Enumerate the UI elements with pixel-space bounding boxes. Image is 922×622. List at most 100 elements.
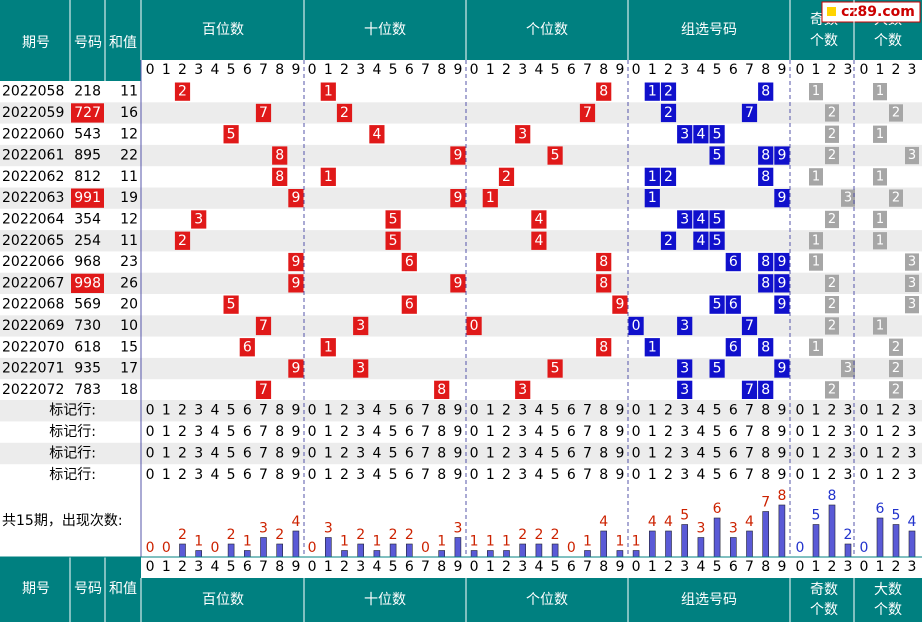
mark-row-0-sec2-digit-1: 1 [486, 403, 495, 419]
mark-row-1-sec0-digit-9: 9 [291, 424, 300, 440]
ball-red [482, 189, 498, 208]
mark-row-0-sec3-digit-8: 8 [761, 403, 770, 419]
count-bar [260, 537, 267, 558]
ball-blue [725, 252, 741, 272]
mark-row-2-sec3-digit-8: 8 [761, 446, 770, 462]
top-sec3-digit-0: 0 [632, 62, 641, 78]
mark-row-2-sec0-digit-6: 6 [243, 446, 252, 462]
mark-row-0-sec2-digit-9: 9 [615, 403, 624, 419]
mark-row-1-sec0-digit-3: 3 [194, 424, 203, 440]
bottom-sec1-digit-4: 4 [372, 559, 381, 575]
ball-gray-odd [825, 104, 839, 122]
mark-row-0-sec3-digit-1: 1 [648, 403, 657, 419]
count-label: 0 [567, 540, 576, 556]
top-sec1-digit-9: 9 [453, 62, 462, 78]
mark-row-1-sec2-digit-9: 9 [615, 424, 624, 440]
ball-red-digit: 9 [453, 190, 462, 206]
number-highlight [71, 103, 104, 123]
watermark-text: cz89.com [841, 4, 915, 20]
bottom-big-digit-2: 2 [892, 559, 901, 575]
mark-row-2-sec1-digit-7: 7 [421, 446, 430, 462]
row-sum: 16 [120, 105, 138, 121]
ball-gray-odd [825, 296, 839, 314]
count-label: 1 [470, 534, 479, 550]
bottom-sec1-digit-0: 0 [308, 559, 317, 575]
row-sum: 23 [120, 254, 138, 270]
ball-gray-big [873, 232, 887, 250]
mark-row-1-sec3-digit-3: 3 [680, 424, 689, 440]
ball-red [515, 125, 531, 144]
mark-row-2-big-digit-0: 0 [860, 446, 869, 462]
top-sec0-digit-1: 1 [162, 62, 171, 78]
mark-row-3-sec2-digit-0: 0 [470, 467, 479, 483]
mark-row-0-sec1-digit-4: 4 [372, 403, 381, 419]
mark-row-1-sec3-digit-4: 4 [696, 424, 705, 440]
ball-red [466, 316, 482, 336]
mark-row-0-sec0-digit-8: 8 [275, 403, 284, 419]
top-sec3-digit-2: 2 [664, 62, 673, 78]
mark-row-label: 标记行: [49, 403, 96, 419]
ball-red-digit: 6 [243, 339, 252, 355]
ball-blue [709, 295, 725, 314]
ball-red [223, 125, 239, 144]
mark-row-0-odd-digit-1: 1 [812, 403, 821, 419]
row-sum: 20 [120, 297, 138, 313]
count-label: 5 [892, 508, 901, 524]
ball-blue-digit: 9 [777, 275, 786, 291]
mark-row-2-sec1-digit-5: 5 [389, 446, 398, 462]
row-issue: 2022070 [2, 339, 64, 355]
mark-row-1-sec2-digit-0: 0 [470, 424, 479, 440]
count-label: 0 [146, 540, 155, 556]
row-issue: 2022063 [2, 190, 64, 206]
mark-row-0-sec2-digit-8: 8 [599, 403, 608, 419]
bottom-sec0-digit-5: 5 [227, 559, 236, 575]
count-label: 4 [664, 514, 673, 530]
ball-red-digit: 5 [551, 148, 560, 164]
mark-row-0-sec1-digit-5: 5 [389, 403, 398, 419]
ball-red [596, 252, 612, 272]
count-bar [746, 530, 753, 558]
row-issue: 2022058 [2, 84, 64, 100]
top-sec1-digit-4: 4 [372, 62, 381, 78]
mark-row-2-odd-digit-0: 0 [796, 446, 805, 462]
ball-blue [677, 125, 693, 144]
mark-row-2-sec3-digit-4: 4 [696, 446, 705, 462]
mark-row-2-sec0-digit-5: 5 [227, 446, 236, 462]
ball-red-digit: 7 [259, 318, 268, 334]
ball-blue [693, 125, 709, 144]
mark-row-3-sec1-digit-6: 6 [405, 467, 414, 483]
mark-row-0-sec2-digit-7: 7 [583, 403, 592, 419]
count-bar [762, 511, 770, 558]
ball-blue [774, 274, 790, 293]
ball-blue-digit: 5 [713, 126, 722, 142]
ball-red-digit: 8 [599, 254, 608, 270]
ball-red [434, 380, 450, 399]
mark-row-3-sec0-digit-7: 7 [259, 467, 268, 483]
ball-blue-digit: 8 [761, 84, 770, 100]
mark-row-3-big-digit-2: 2 [892, 467, 901, 483]
mark-row-1-sec2-digit-2: 2 [502, 424, 511, 440]
count-bar [341, 550, 348, 558]
row-number: 543 [74, 126, 101, 142]
mark-row-2-sec0-digit-8: 8 [275, 446, 284, 462]
ball-blue [677, 210, 693, 229]
top-sec1-digit-1: 1 [324, 62, 333, 78]
ball-red [320, 82, 336, 101]
ball-blue [660, 231, 677, 250]
row-number: 812 [74, 169, 101, 185]
mark-row-1-sec3-digit-8: 8 [761, 424, 770, 440]
ball-blue [677, 316, 693, 336]
count-label: 1 [615, 534, 624, 550]
ball-gray-odd [825, 146, 839, 165]
mark-row-3-sec3-digit-9: 9 [777, 467, 786, 483]
mark-row-1-sec1-digit-7: 7 [421, 424, 430, 440]
mark-row-2-sec3-digit-3: 3 [680, 446, 689, 462]
mark-row-3-sec3-digit-8: 8 [761, 467, 770, 483]
bottom-sec1-digit-3: 3 [356, 559, 365, 575]
mark-row-3-sec2-digit-2: 2 [502, 467, 511, 483]
mark-row-3-sec3-digit-7: 7 [745, 467, 754, 483]
row-sum: 11 [120, 84, 138, 100]
ball-blue [725, 338, 741, 357]
ball-blue [774, 189, 790, 208]
top-sec1-digit-6: 6 [405, 62, 414, 78]
